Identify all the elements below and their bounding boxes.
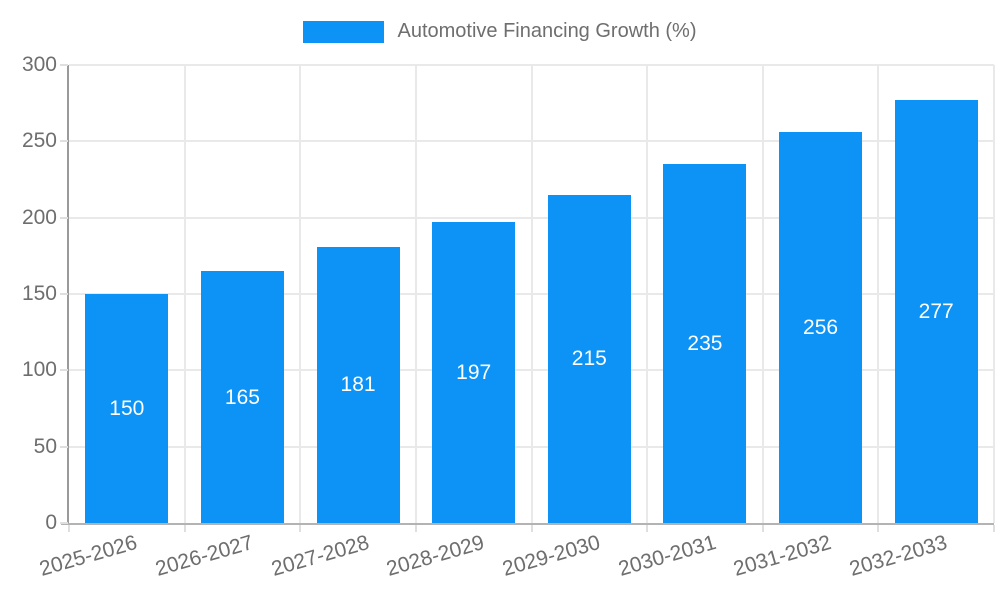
legend-label: Automotive Financing Growth (%) bbox=[397, 20, 697, 42]
bar-value-label: 256 bbox=[803, 316, 839, 340]
y-axis-tick-label: 150 bbox=[21, 282, 57, 305]
y-axis-tick-labels: 0 50 100 150 200 250 300 bbox=[0, 0, 57, 600]
x-axis-tick-label: 2030-2031 bbox=[615, 531, 719, 581]
bar: 215 bbox=[547, 194, 631, 523]
gridline-vertical bbox=[414, 65, 417, 523]
bar: 150 bbox=[85, 294, 169, 523]
y-axis-tick bbox=[60, 293, 68, 295]
bar-value-label: 215 bbox=[571, 347, 607, 371]
bar-value-label: 181 bbox=[340, 373, 376, 397]
bar: 165 bbox=[200, 271, 284, 523]
gridline-vertical bbox=[761, 65, 764, 523]
gridline-vertical bbox=[530, 65, 533, 523]
bar: 197 bbox=[432, 222, 516, 523]
x-axis-tick bbox=[761, 525, 764, 532]
y-axis-tick-label: 0 bbox=[45, 511, 57, 534]
x-axis-tick bbox=[646, 525, 649, 532]
x-axis-tick-label: 2032-2033 bbox=[846, 531, 950, 581]
x-axis-tick-label: 2031-2032 bbox=[731, 531, 834, 581]
bar-value-label: 197 bbox=[456, 361, 492, 385]
y-axis-tick bbox=[60, 445, 68, 448]
y-axis-tick bbox=[60, 216, 68, 219]
y-axis-tick-label: 50 bbox=[33, 434, 57, 458]
gridline-vertical bbox=[877, 65, 880, 523]
x-axis-tick bbox=[530, 525, 533, 532]
legend-swatch-icon bbox=[303, 20, 385, 43]
y-axis-tick-label: 250 bbox=[21, 129, 57, 153]
x-axis-tick-label: 2028-2029 bbox=[384, 531, 488, 581]
x-axis-tick bbox=[299, 525, 302, 532]
y-axis-tick bbox=[60, 522, 68, 524]
bar-value-label: 277 bbox=[918, 300, 954, 324]
bar-value-label: 235 bbox=[687, 332, 723, 356]
bar: 235 bbox=[663, 164, 747, 523]
y-axis-tick-label: 300 bbox=[21, 53, 57, 76]
plot-area: 150 165 181 197 215 235 256 277 bbox=[69, 64, 995, 523]
x-axis-tick-label: 2026-2027 bbox=[152, 531, 256, 581]
chart-legend[interactable]: Automotive Financing Growth (%) bbox=[0, 20, 1000, 43]
bar-value-label: 165 bbox=[224, 385, 260, 409]
x-axis-tick-label: 2027-2028 bbox=[268, 531, 372, 581]
y-axis-tick-label: 200 bbox=[21, 205, 57, 229]
x-axis-tick bbox=[877, 525, 880, 532]
y-axis-tick-label: 100 bbox=[21, 358, 57, 382]
x-axis-tick bbox=[414, 525, 417, 532]
bar: 256 bbox=[779, 132, 863, 523]
bar-value-label: 150 bbox=[109, 397, 145, 420]
gridline-vertical bbox=[299, 65, 302, 523]
gridline-vertical bbox=[183, 65, 186, 523]
gridline-vertical bbox=[993, 65, 995, 523]
x-axis-tick bbox=[993, 525, 995, 532]
y-axis-tick bbox=[60, 64, 68, 66]
x-axis-tick-label: 2029-2030 bbox=[499, 531, 603, 581]
x-axis-tick bbox=[183, 525, 186, 532]
bar: 277 bbox=[894, 100, 978, 523]
x-axis-line bbox=[61, 523, 994, 525]
y-axis-tick bbox=[60, 140, 68, 143]
x-axis-tick bbox=[68, 525, 70, 532]
gridline-vertical bbox=[646, 65, 649, 523]
y-axis-tick bbox=[60, 369, 68, 372]
bar: 181 bbox=[316, 246, 400, 523]
